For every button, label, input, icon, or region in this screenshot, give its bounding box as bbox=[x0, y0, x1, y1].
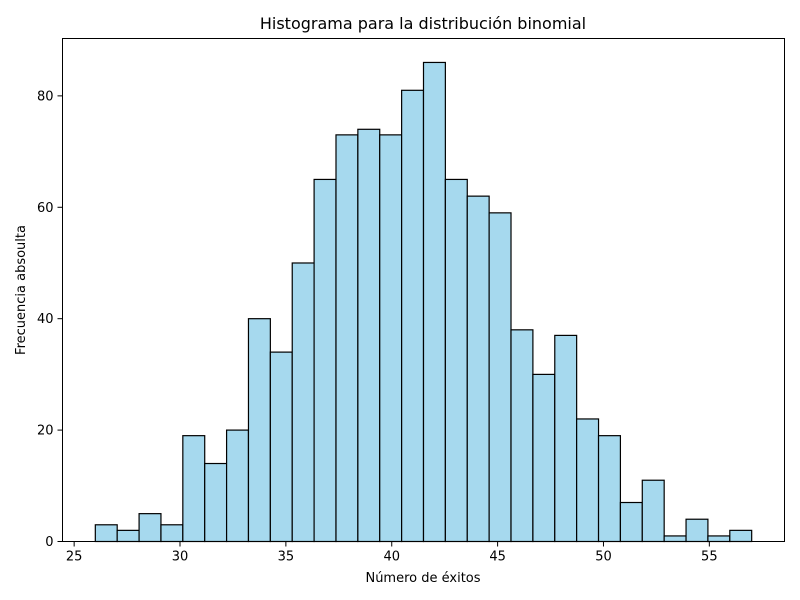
plot-frame bbox=[62, 38, 785, 542]
histogram-bar bbox=[641, 479, 665, 543]
y-axis-ticks: 0 20 40 60 80 bbox=[37, 89, 63, 550]
histogram-bar bbox=[663, 535, 687, 543]
histogram-bar bbox=[357, 128, 381, 543]
histogram-bar bbox=[269, 351, 293, 543]
histogram-bar bbox=[576, 418, 600, 543]
y-tick-label: 60 bbox=[37, 201, 54, 216]
x-tick-label: 45 bbox=[489, 550, 506, 565]
histogram-bar bbox=[401, 89, 425, 543]
histogram-bar bbox=[160, 524, 184, 543]
histogram-bar bbox=[138, 513, 162, 543]
histogram-bar bbox=[313, 178, 337, 543]
histogram-bar bbox=[182, 435, 206, 543]
histogram-bar bbox=[510, 329, 534, 543]
histogram-bar bbox=[444, 178, 468, 543]
x-axis-ticks: 25 30 35 40 45 50 55 bbox=[66, 541, 718, 565]
histogram-bar bbox=[335, 134, 359, 543]
x-tick-label: 35 bbox=[278, 550, 295, 565]
x-tick-label: 25 bbox=[66, 550, 83, 565]
y-tick-label: 40 bbox=[37, 312, 54, 327]
y-axis-label: Frecuencia absoulta bbox=[14, 225, 29, 355]
histogram-bar bbox=[116, 529, 140, 543]
histogram-bar bbox=[94, 524, 118, 543]
histogram-bar bbox=[225, 429, 250, 543]
x-tick-label: 30 bbox=[172, 550, 189, 565]
y-tick-label: 0 bbox=[45, 535, 53, 550]
bars bbox=[94, 61, 753, 543]
x-tick-label: 40 bbox=[383, 550, 400, 565]
x-tick-label: 55 bbox=[701, 550, 718, 565]
y-tick-label: 80 bbox=[37, 89, 54, 104]
histogram-bar bbox=[466, 195, 490, 543]
histogram-bar bbox=[729, 529, 753, 543]
histogram-bar bbox=[488, 212, 512, 543]
histogram-bar bbox=[619, 501, 643, 543]
chart-title: Histograma para la distribución binomial bbox=[260, 14, 586, 33]
y-tick-label: 20 bbox=[37, 424, 54, 439]
histogram-bar bbox=[707, 535, 731, 543]
x-tick-label: 50 bbox=[595, 550, 612, 565]
histogram-bar bbox=[597, 435, 622, 543]
histogram-bar bbox=[291, 262, 315, 543]
histogram-bar bbox=[204, 462, 228, 543]
histogram-bar bbox=[532, 373, 556, 543]
histogram-bar bbox=[554, 334, 578, 543]
histogram-bar bbox=[422, 61, 446, 543]
histogram-bar bbox=[379, 134, 403, 543]
histogram-bar bbox=[247, 318, 271, 543]
histogram-bar bbox=[685, 518, 709, 543]
x-axis-label: Número de éxitos bbox=[365, 571, 480, 586]
